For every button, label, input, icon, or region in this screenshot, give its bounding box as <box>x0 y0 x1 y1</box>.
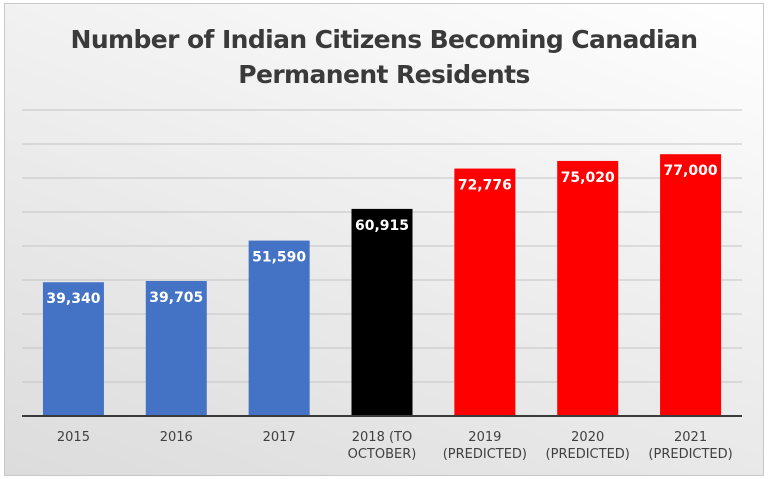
data-label: 39,705 <box>149 290 203 306</box>
data-label: 72,776 <box>458 178 512 194</box>
x-tick-label: 2019 <box>468 430 501 445</box>
bar-1 <box>145 281 207 416</box>
x-tick-label: 2017 <box>263 430 296 445</box>
bar-6 <box>660 154 722 416</box>
bar-5 <box>557 160 619 416</box>
bar-0 <box>42 282 104 416</box>
data-label: 75,020 <box>561 170 615 186</box>
x-tick-label: 2016 <box>160 430 193 445</box>
bar-2 <box>248 240 310 416</box>
bar-3 <box>351 208 413 416</box>
chart-title-line-1: Number of Indian Citizens Becoming Canad… <box>70 25 699 54</box>
chart-title-line-2: Permanent Residents <box>238 60 530 89</box>
x-tick-label: 2015 <box>57 430 90 445</box>
bar-4 <box>454 168 516 416</box>
x-tick-label: 2020 <box>571 430 604 445</box>
data-label: 39,340 <box>46 291 100 307</box>
x-tick-label: 2021 <box>674 430 707 445</box>
data-label: 51,590 <box>252 250 306 266</box>
x-tick-label: (PREDICTED) <box>443 447 527 462</box>
data-label: 60,915 <box>355 218 409 234</box>
chart-title: Number of Indian Citizens Becoming Canad… <box>0 22 768 92</box>
data-label: 77,000 <box>664 163 718 179</box>
x-tick-label: (PREDICTED) <box>648 447 732 462</box>
x-tick-label: 2018 (TO <box>352 430 412 445</box>
x-tick-label: (PREDICTED) <box>546 447 630 462</box>
x-tick-label: OCTOBER) <box>348 447 417 462</box>
